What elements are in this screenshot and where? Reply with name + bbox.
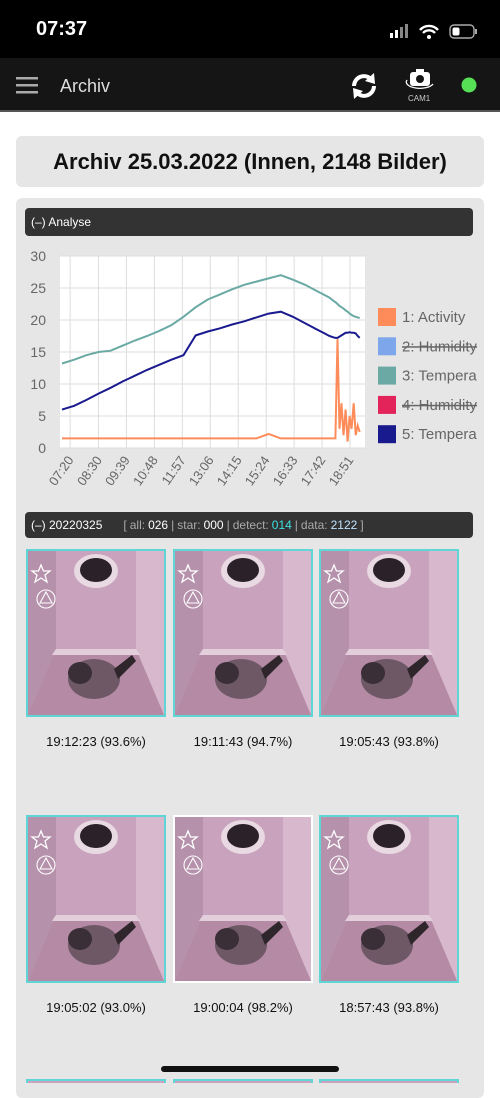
bracket: ] — [360, 518, 364, 532]
home-indicator — [161, 1066, 339, 1072]
legend-label: 5: Tempera — [402, 426, 477, 443]
legend-swatch — [378, 395, 396, 414]
image-thumbnail-peek — [26, 1079, 166, 1083]
x-tick-label: 08:30 — [74, 453, 105, 488]
image-thumbnail-peek — [319, 1079, 459, 1083]
image-caption: 19:05:02 (93.0%) — [46, 1000, 146, 1015]
day-bar[interactable]: (–) 20220325 [all: 026 | star: 000 | detect: 01… — [25, 512, 473, 538]
day-toggle: (–) 20220325 — [31, 518, 103, 532]
x-tick-label: 11:57 — [158, 453, 188, 487]
legend-label: 2: Humidity — [402, 338, 478, 355]
refresh-button[interactable] — [348, 70, 380, 102]
separator: | — [226, 518, 230, 532]
separator: | — [171, 518, 175, 532]
image-caption: 19:12:23 (93.6%) — [46, 734, 146, 749]
series-line — [61, 310, 361, 411]
stat-label: all: — [129, 518, 146, 532]
y-tick-label: 10 — [30, 376, 46, 392]
image-caption: 18:57:43 (93.8%) — [339, 1000, 439, 1015]
stat-value: 026 — [148, 518, 169, 532]
legend-swatch — [378, 366, 396, 385]
chart: 0 5 10 15 20 25 30 07:2008:3009:3910:4811:5713:… — [30, 248, 478, 488]
stat-label: detect: — [232, 518, 269, 532]
legend-swatch — [378, 337, 396, 356]
y-tick-label: 20 — [30, 312, 46, 328]
x-tick-label: 14:15 — [214, 453, 245, 488]
status-icons — [390, 24, 477, 39]
image-caption: 19:00:04 (98.2%) — [193, 1000, 293, 1015]
legend-swatch — [378, 425, 396, 444]
series-line — [62, 339, 361, 442]
x-tick-label: 16:33 — [270, 453, 301, 488]
legend-label: 1: Activity — [402, 309, 466, 326]
clock: 07:37 — [36, 18, 88, 40]
image-thumbnail[interactable] — [319, 549, 459, 717]
stat-value: 2122 — [330, 518, 358, 532]
image-thumbnail[interactable] — [173, 815, 313, 983]
day-stats: [all: 026 | star: 000 | detect: 014 | data: 2122] — [123, 518, 366, 532]
image-thumbnail[interactable] — [173, 549, 313, 717]
camera-label: CAM1 — [408, 94, 431, 103]
x-tick-label: 18:51 — [326, 453, 357, 488]
status-bar — [0, 0, 500, 58]
x-tick-label: 17:42 — [298, 453, 329, 488]
legend-label: 4: Humidity — [402, 397, 478, 414]
bracket: [ — [123, 518, 127, 532]
stat-value: 014 — [271, 518, 292, 532]
stat-label: data: — [300, 518, 328, 532]
image-thumbnail[interactable] — [26, 549, 166, 717]
x-tick-label: 09:39 — [102, 453, 133, 488]
y-tick-label: 0 — [38, 440, 46, 456]
x-tick-label: 07:20 — [46, 453, 77, 488]
online-indicator — [461, 77, 477, 93]
y-tick-label: 30 — [30, 248, 46, 264]
y-tick-label: 15 — [30, 344, 46, 360]
y-tick-label: 5 — [38, 408, 46, 424]
image-thumbnail-peek — [173, 1079, 313, 1083]
stat-value: 000 — [203, 518, 224, 532]
analyse-toggle[interactable]: (–) Analyse — [25, 208, 473, 236]
image-thumbnail[interactable] — [26, 815, 166, 983]
legend-swatch — [378, 308, 396, 326]
stat-label: star: — [177, 518, 201, 532]
legend-label: 3: Tempera — [402, 368, 477, 385]
page-heading: Archiv 25.03.2022 (Innen, 2148 Bilder) — [16, 136, 484, 187]
separator: | — [294, 518, 298, 532]
x-tick-label: 13:06 — [186, 453, 217, 488]
x-tick-label: 10:48 — [130, 453, 161, 488]
y-tick-label: 25 — [30, 280, 46, 296]
x-tick-label: 15:24 — [242, 453, 273, 488]
image-thumbnail[interactable] — [319, 815, 459, 983]
image-caption: 19:05:43 (93.8%) — [339, 734, 439, 749]
camera-button[interactable] — [404, 66, 436, 92]
series-line — [61, 274, 361, 365]
nav-title: Archiv — [60, 76, 111, 96]
menu-button[interactable] — [16, 76, 40, 96]
image-caption: 19:11:43 (94.7%) — [193, 734, 293, 749]
